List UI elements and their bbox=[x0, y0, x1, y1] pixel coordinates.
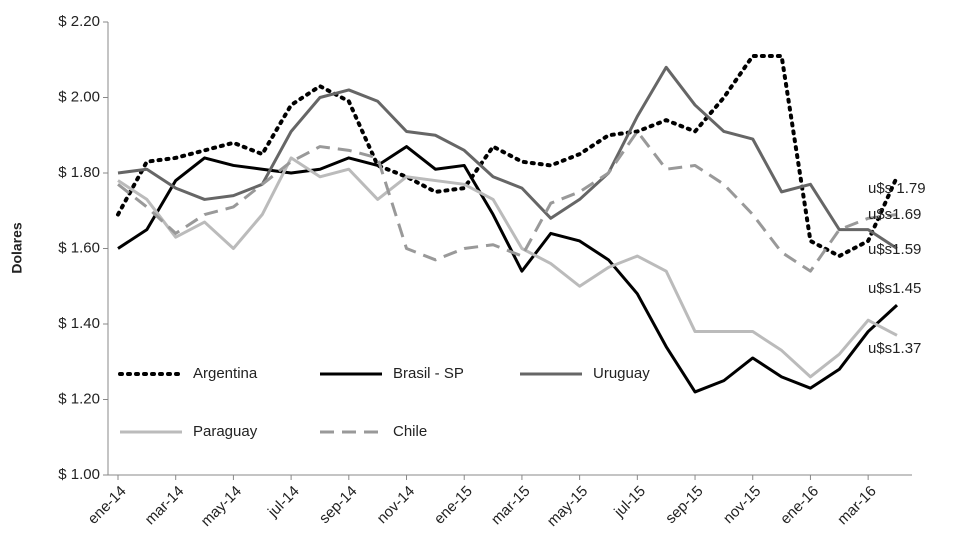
y-tick-label: $ 1.60 bbox=[58, 239, 100, 256]
end-label: u$s1.45 bbox=[868, 280, 921, 297]
y-tick-label: $ 2.00 bbox=[58, 88, 100, 105]
series-line bbox=[117, 129, 898, 273]
x-tick-label: ene-15 bbox=[431, 483, 476, 528]
series-line bbox=[117, 156, 898, 379]
y-tick-label: $ 1.00 bbox=[58, 466, 100, 483]
end-label: u$s1.59 bbox=[868, 241, 921, 258]
legend-label: Uruguay bbox=[593, 365, 650, 382]
legend-label: Paraguay bbox=[193, 423, 258, 440]
x-tick-label: jul-14 bbox=[264, 483, 303, 522]
x-tick-label: ene-14 bbox=[85, 483, 130, 528]
legend-label: Brasil - SP bbox=[393, 365, 464, 382]
x-tick-label: mar-15 bbox=[488, 483, 534, 529]
y-tick-label: $ 2.20 bbox=[58, 13, 100, 30]
x-tick-label: nov-15 bbox=[720, 483, 764, 527]
x-tick-label: sep-14 bbox=[316, 483, 360, 527]
series-line bbox=[117, 145, 899, 394]
end-label: u$s 1.79 bbox=[868, 180, 926, 197]
legend-label: Chile bbox=[393, 423, 427, 440]
x-tick-label: nov-14 bbox=[374, 483, 418, 527]
y-tick-label: $ 1.40 bbox=[58, 315, 100, 332]
y-axis-label: Dolares bbox=[9, 222, 25, 274]
end-label: u$s1.37 bbox=[868, 340, 921, 357]
x-tick-label: ene-16 bbox=[777, 483, 822, 528]
x-tick-label: mar-14 bbox=[142, 483, 188, 529]
x-tick-label: sep-15 bbox=[662, 483, 706, 527]
end-label: u$s1.69 bbox=[868, 206, 921, 223]
x-tick-label: jul-15 bbox=[610, 483, 649, 522]
x-tick-label: mar-16 bbox=[834, 483, 880, 529]
legend-label: Argentina bbox=[193, 365, 258, 382]
series-line bbox=[117, 65, 898, 250]
x-tick-label: may-15 bbox=[544, 483, 591, 530]
y-tick-label: $ 1.80 bbox=[58, 164, 100, 181]
y-tick-label: $ 1.20 bbox=[58, 390, 100, 407]
x-tick-label: may-14 bbox=[198, 483, 245, 530]
